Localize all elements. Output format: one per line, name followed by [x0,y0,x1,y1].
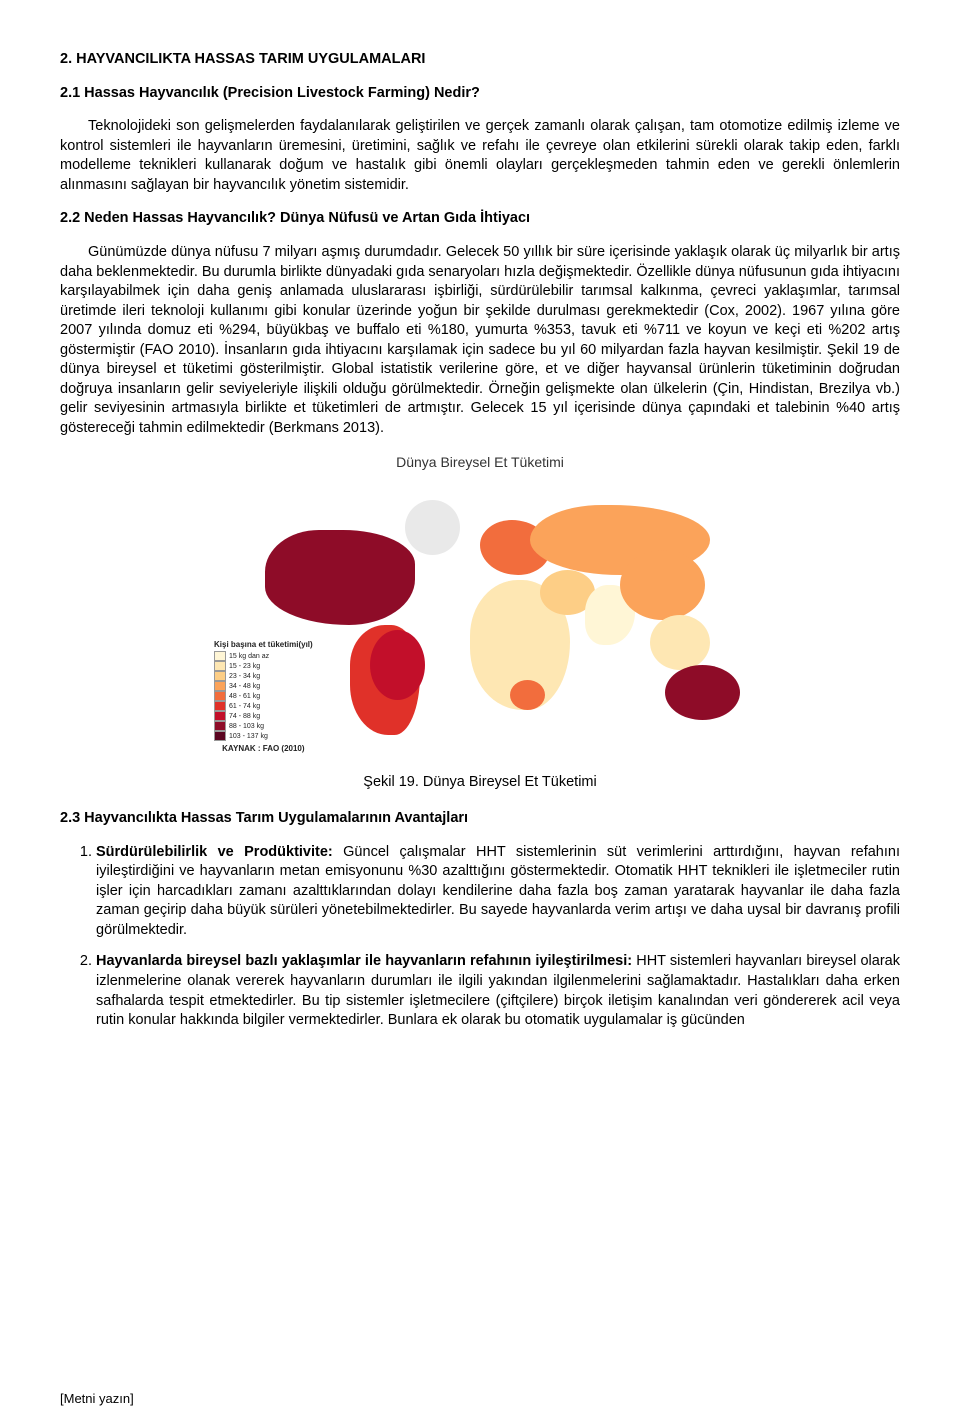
section-2-heading: 2. HAYVANCILIKTA HASSAS TARIM UYGULAMALA… [60,50,900,70]
advantage-1-lead: Sürdürülebilirlik ve Prodüktivite: [96,844,333,860]
legend-row: 23 - 34 kg [214,671,313,681]
figure-map-title: Dünya Bireysel Et Tüketimi [60,453,900,472]
legend-source: KAYNAK : FAO (2010) [214,744,313,753]
legend-label: 34 - 48 kg [229,682,260,691]
figure-19: Dünya Bireysel Et Tüketimi Kişi başına e… [60,453,900,756]
page-footer: [Metni yazın] [60,1390,134,1408]
legend-label: 74 - 88 kg [229,712,260,721]
section-2-2-heading: 2.2 Neden Hassas Hayvancılık? Dünya Nüfu… [60,209,900,229]
legend-label: 103 - 137 kg [229,732,268,741]
paragraph-definition: Teknolojideki son gelişmelerden faydalan… [60,117,900,195]
legend-row: 34 - 48 kg [214,681,313,691]
legend-swatch [214,681,226,691]
map-region-north-america [265,530,415,625]
legend-label: 15 - 23 kg [229,662,260,671]
section-2-3-heading: 2.3 Hayvancılıkta Hassas Tarım Uygulamal… [60,809,900,829]
map-legend: Kişi başına et tüketimi(yıl) 15 kg dan a… [214,640,313,753]
legend-row: 48 - 61 kg [214,691,313,701]
legend-label: 48 - 61 kg [229,692,260,701]
legend-swatch [214,701,226,711]
legend-label: 88 - 103 kg [229,722,264,731]
advantages-list: Sürdürülebilirlik ve Prodüktivite: Günce… [96,843,900,1031]
legend-label: 15 kg dan az [229,652,269,661]
map-region-brazil [370,630,425,700]
legend-label: 61 - 74 kg [229,702,260,711]
advantage-2-lead: Hayvanlarda bireysel bazlı yaklaşımlar i… [96,953,632,969]
legend-swatch [214,731,226,741]
advantage-item-1: Sürdürülebilirlik ve Prodüktivite: Günce… [96,843,900,941]
advantage-item-2: Hayvanlarda bireysel bazlı yaklaşımlar i… [96,952,900,1030]
legend-swatch [214,711,226,721]
legend-label: 23 - 34 kg [229,672,260,681]
legend-swatch [214,721,226,731]
section-2-1-heading: 2.1 Hassas Hayvancılık (Precision Livest… [60,84,900,104]
world-meat-map: Kişi başına et tüketimi(yıl) 15 kg dan a… [210,475,750,755]
legend-swatch [214,691,226,701]
legend-swatch [214,661,226,671]
figure-19-caption: Şekil 19. Dünya Bireysel Et Tüketimi [60,773,900,793]
map-region-china [620,550,705,620]
legend-row: 103 - 137 kg [214,731,313,741]
legend-row: 88 - 103 kg [214,721,313,731]
legend-row: 15 kg dan az [214,651,313,661]
legend-swatch [214,651,226,661]
legend-row: 61 - 74 kg [214,701,313,711]
legend-row: 15 - 23 kg [214,661,313,671]
legend-title: Kişi başına et tüketimi(yıl) [214,640,313,649]
legend-swatch [214,671,226,681]
paragraph-need: Günümüzde dünya nüfusu 7 milyarı aşmış d… [60,243,900,439]
legend-row: 74 - 88 kg [214,711,313,721]
